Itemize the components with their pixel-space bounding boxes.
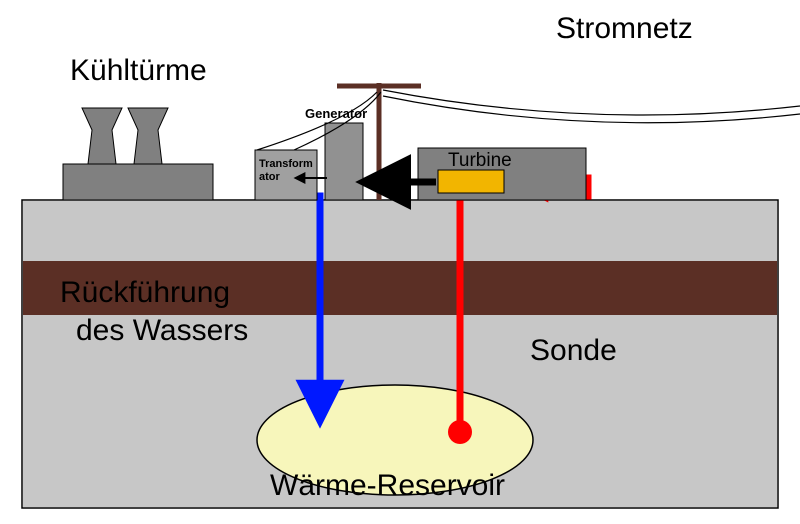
cooling-tower-2 xyxy=(128,108,168,164)
probe-head xyxy=(448,420,472,444)
upper-soil-layer xyxy=(23,201,777,261)
label-ruckfuhrung-1: Rückführung xyxy=(60,276,230,309)
label-stromnetz: Stromnetz xyxy=(556,12,693,45)
label-generator: Generator xyxy=(305,106,367,121)
generator-block xyxy=(325,123,363,200)
geology xyxy=(22,200,778,508)
surface-facility xyxy=(63,83,586,200)
turbine-unit xyxy=(438,170,504,193)
label-sonde: Sonde xyxy=(530,334,617,367)
label-kuhlturme: Kühltürme xyxy=(70,54,207,87)
label-reservoir: Wärme-Reservoir xyxy=(270,469,505,502)
label-ruckfuhrung-2: des Wassers xyxy=(76,314,248,347)
process-arrows xyxy=(297,178,436,182)
cooling-tower-1 xyxy=(82,108,122,164)
label-transformator-2: ator xyxy=(259,171,281,183)
geothermal-diagram: Stromnetz Kühltürme Generator Turbine Tr… xyxy=(0,0,800,524)
cooling-base xyxy=(63,164,213,200)
label-turbine: Turbine xyxy=(448,150,512,171)
label-transformator-1: Transform xyxy=(259,158,313,170)
